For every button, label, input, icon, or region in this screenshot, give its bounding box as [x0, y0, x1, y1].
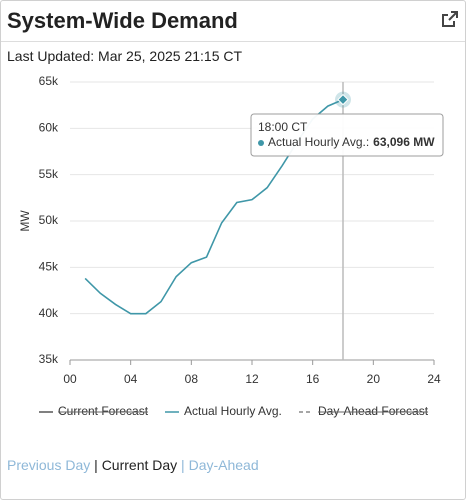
legend-label[interactable]: Day-Ahead Forecast: [318, 404, 429, 418]
nav-link[interactable]: Day-Ahead: [188, 457, 259, 473]
day-nav: Previous Day | Current Day | Day-Ahead: [7, 457, 259, 473]
x-tick-label: 04: [124, 372, 138, 386]
y-axis-title: MW: [18, 210, 32, 232]
tooltip-series: Actual Hourly Avg.:: [268, 135, 369, 149]
y-tick-label: 55k: [39, 167, 59, 181]
y-tick-label: 35k: [39, 352, 59, 366]
x-tick-label: 20: [367, 372, 381, 386]
widget-title: System-Wide Demand: [7, 8, 238, 33]
chart: 35k 40k 45k 50k 55k 60k 65k 00 04 08 12 16 20 24 MW 18:…: [18, 74, 444, 418]
y-tick-label: 60k: [39, 121, 59, 135]
x-tick-label: 24: [427, 372, 441, 386]
y-tick-label: 45k: [39, 260, 59, 274]
nav-separator: |: [94, 457, 98, 473]
external-link-icon[interactable]: [442, 11, 458, 27]
divider: [1, 41, 465, 42]
legend-label[interactable]: Current Forecast: [58, 404, 149, 418]
x-tick-label: 16: [306, 372, 320, 386]
y-tick-label: 65k: [39, 74, 59, 88]
tooltip-box: [250, 113, 444, 157]
nav-current[interactable]: Current Day: [101, 457, 178, 473]
nav-separator: |: [181, 457, 185, 473]
tooltip-dot: [258, 140, 264, 146]
legend-label[interactable]: Actual Hourly Avg.: [184, 404, 282, 418]
y-tick-label: 40k: [39, 306, 59, 320]
hover-marker: [337, 93, 349, 106]
x-tick-label: 08: [185, 372, 199, 386]
last-updated: Last Updated: Mar 25, 2025 21:15 CT: [7, 48, 243, 64]
x-tick-label: 00: [63, 372, 77, 386]
tooltip-time: 18:00 CT: [258, 120, 308, 134]
nav-link[interactable]: Previous Day: [7, 457, 91, 473]
tooltip-value: 63,096 MW: [373, 135, 435, 149]
y-tick-label: 50k: [39, 213, 59, 227]
x-tick-label: 12: [245, 372, 259, 386]
